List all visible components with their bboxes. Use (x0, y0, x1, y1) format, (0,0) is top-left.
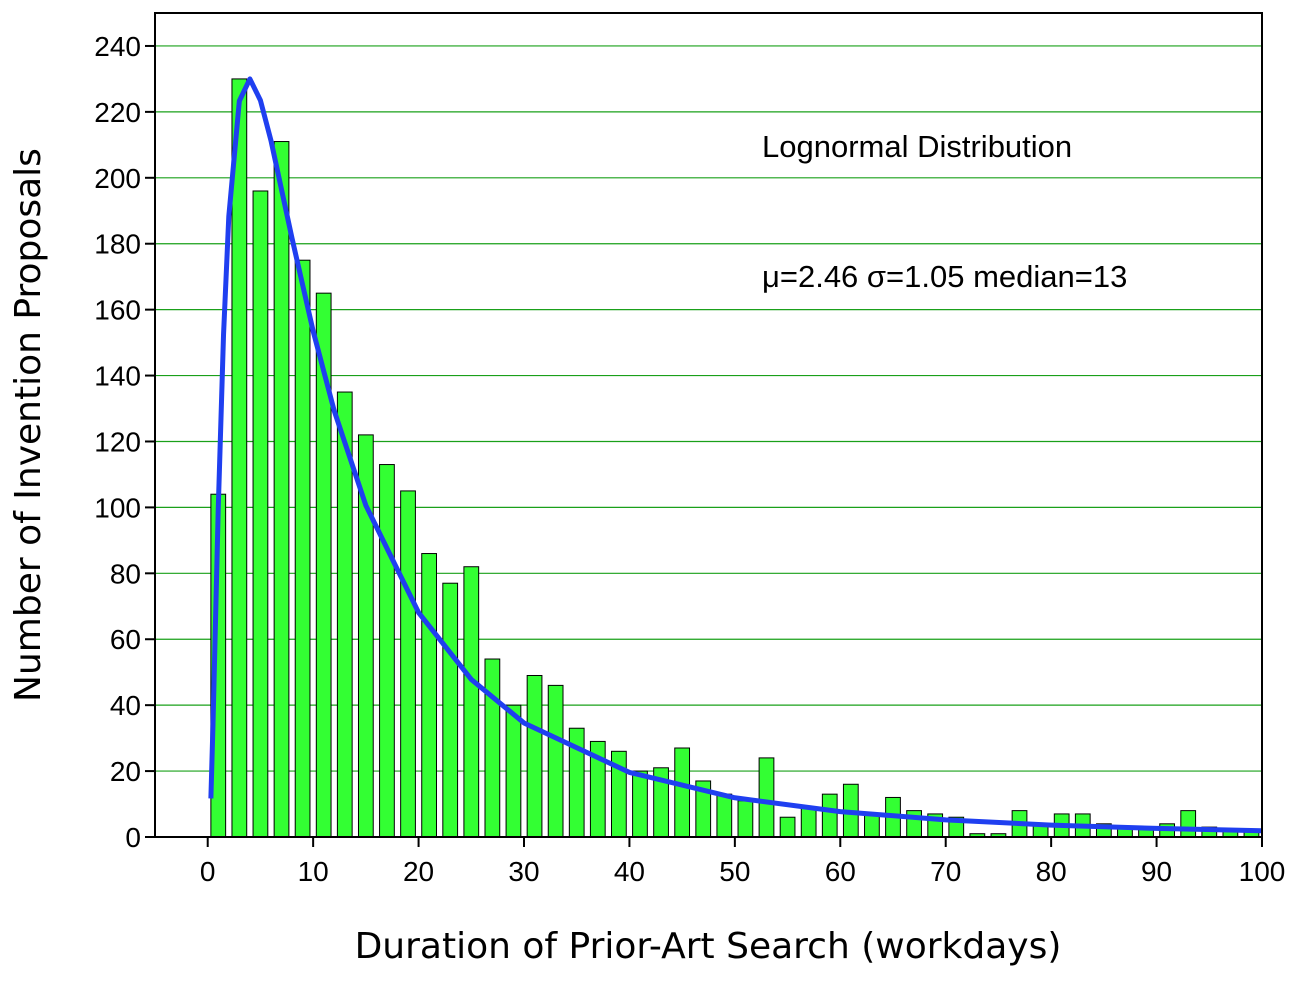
annotation: Lognormal Distribution (762, 129, 1072, 164)
bar (758, 757, 775, 838)
y-tick-label: 60 (110, 624, 141, 655)
bar (379, 464, 395, 838)
bar (1180, 810, 1197, 838)
bar (505, 704, 522, 838)
x-tick-label: 70 (930, 856, 961, 887)
bar (463, 566, 480, 838)
x-tick-label: 60 (825, 856, 856, 887)
bar (231, 78, 248, 838)
y-tick-label: 140 (94, 361, 141, 392)
fit-curve (208, 76, 1263, 834)
y-tick-label: 40 (110, 690, 141, 721)
bar (821, 793, 838, 838)
x-tick-label: 80 (1036, 856, 1067, 887)
y-tick-label: 160 (94, 295, 141, 326)
bar (737, 800, 754, 838)
y-tick-label: 120 (94, 426, 141, 457)
bar (674, 747, 691, 838)
bar (800, 806, 817, 838)
y-tick-label: 80 (110, 558, 141, 589)
y-tick-label: 220 (94, 97, 141, 128)
y-tick-label: 100 (94, 492, 141, 523)
y-tick-label: 200 (94, 163, 141, 194)
bar (484, 658, 501, 838)
bar (421, 553, 437, 838)
x-axis-title: Duration of Prior-Art Search (workdays) (355, 926, 1062, 967)
y-tick-label: 240 (94, 31, 141, 62)
y-tick-label: 0 (125, 822, 141, 853)
x-tick-label: 0 (200, 856, 216, 887)
x-tick-label: 100 (1239, 856, 1286, 887)
bar (547, 684, 564, 838)
y-axis-title: Number of Invention Proposals (8, 148, 49, 702)
bar (273, 141, 290, 838)
annotation: μ=2.46 σ=1.05 median=13 (762, 259, 1127, 294)
bar (526, 674, 543, 838)
bar (400, 490, 416, 838)
x-tick-label: 30 (508, 856, 539, 887)
bar (864, 813, 880, 838)
x-tick-label: 90 (1141, 856, 1172, 887)
x-tick-label: 40 (614, 856, 645, 887)
x-tick-label: 10 (298, 856, 329, 887)
bar (294, 259, 311, 838)
x-tick-label: 20 (403, 856, 434, 887)
bar (442, 582, 459, 838)
y-tick-label: 20 (110, 756, 141, 787)
x-tick-label: 50 (719, 856, 750, 887)
bar (779, 816, 796, 838)
bar (632, 770, 648, 838)
plot-frame (154, 12, 1263, 838)
bar (252, 190, 269, 838)
bar (716, 793, 733, 838)
y-tick-label: 180 (94, 229, 141, 260)
